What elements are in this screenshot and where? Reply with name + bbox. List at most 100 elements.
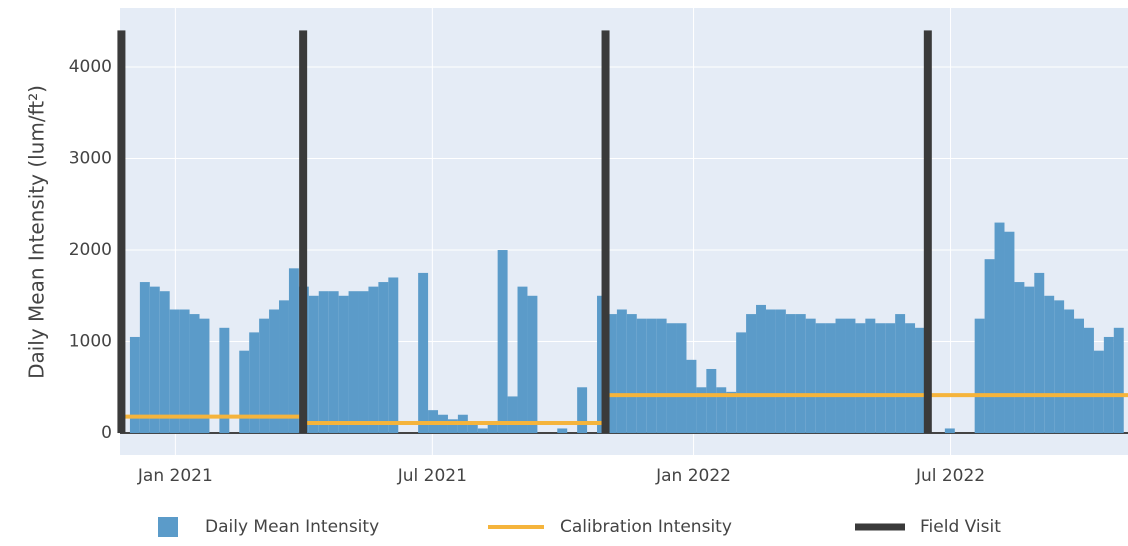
bar	[1034, 272, 1045, 434]
bar	[129, 336, 140, 434]
bar	[855, 323, 866, 434]
bar	[219, 327, 230, 434]
bar	[269, 309, 280, 434]
bar	[1083, 327, 1094, 434]
bar	[626, 314, 637, 434]
bar	[159, 291, 170, 434]
bar	[149, 286, 160, 434]
bar	[497, 250, 508, 434]
bar	[775, 309, 786, 434]
bar	[279, 300, 289, 434]
bar	[318, 291, 329, 434]
bar	[249, 332, 260, 434]
bar	[1054, 300, 1065, 434]
bar	[616, 309, 627, 434]
bar	[199, 318, 210, 434]
bar	[1093, 350, 1104, 434]
bar	[905, 323, 916, 434]
bar	[656, 318, 667, 434]
bar	[646, 318, 657, 434]
bar	[517, 286, 528, 434]
bar	[706, 368, 717, 434]
bar	[716, 387, 727, 434]
bar	[259, 318, 270, 434]
bar	[577, 387, 588, 434]
bar	[1004, 231, 1015, 434]
bar	[557, 428, 568, 434]
bar	[527, 295, 538, 434]
bar	[636, 318, 647, 434]
bar	[915, 327, 925, 434]
bar	[676, 323, 687, 434]
bar	[447, 419, 458, 434]
x-tick-label: Jul 2022	[915, 466, 985, 486]
bar	[1064, 309, 1075, 434]
bar	[1103, 336, 1114, 434]
bar	[189, 314, 200, 434]
bar	[756, 304, 766, 434]
bar	[1074, 318, 1084, 434]
legend-label: Calibration Intensity	[560, 517, 732, 537]
bar	[795, 314, 806, 434]
bar	[1024, 286, 1035, 434]
bar	[815, 323, 826, 434]
bar	[895, 314, 906, 434]
bar	[825, 323, 836, 434]
field-visit	[299, 30, 308, 434]
bar	[865, 318, 876, 434]
bar	[726, 391, 737, 434]
y-tick-label: 1000	[69, 332, 112, 352]
bar	[984, 259, 995, 434]
bar	[805, 318, 816, 434]
bar	[239, 350, 250, 434]
bar	[746, 314, 757, 434]
bar	[1044, 295, 1055, 434]
x-tick-label: Jan 2022	[655, 466, 731, 486]
bar	[338, 295, 349, 434]
bar	[885, 323, 896, 434]
bar	[1014, 282, 1025, 434]
bar	[507, 396, 518, 434]
bar	[835, 318, 846, 434]
bar	[974, 318, 985, 434]
field-visit	[601, 30, 610, 434]
legend-swatch	[158, 517, 178, 537]
bar	[994, 222, 1005, 434]
y-tick-label: 4000	[69, 57, 112, 77]
bar	[378, 282, 389, 434]
x-tick-label: Jan 2021	[137, 466, 213, 486]
bar	[418, 272, 429, 434]
bar	[845, 318, 856, 434]
bar	[368, 286, 379, 434]
x-tick-label: Jul 2021	[397, 466, 467, 486]
bar	[666, 323, 677, 434]
bar	[179, 309, 190, 434]
bar	[785, 314, 796, 434]
bar	[736, 332, 747, 434]
bar	[169, 309, 180, 434]
bar	[477, 428, 488, 434]
bar	[358, 291, 369, 434]
bar	[1113, 327, 1124, 434]
bar	[467, 423, 478, 434]
bar	[348, 291, 359, 434]
calibration-line	[120, 393, 1128, 425]
bar	[765, 309, 776, 434]
bar	[944, 428, 955, 434]
bar	[308, 295, 319, 434]
bar	[606, 314, 617, 434]
y-tick-label: 0	[101, 423, 112, 443]
field-visit	[923, 30, 932, 434]
bar	[696, 387, 707, 434]
y-tick-label: 2000	[69, 240, 112, 260]
y-tick-label: 3000	[69, 149, 112, 169]
legend-label: Daily Mean Intensity	[205, 517, 379, 537]
bar	[487, 423, 498, 434]
y-axis-title: Daily Mean Intensity (lum/ft²)	[25, 85, 49, 379]
bar	[288, 268, 299, 434]
bar	[328, 291, 339, 434]
bar	[388, 277, 399, 434]
bar	[875, 323, 886, 434]
legend-label: Field Visit	[920, 517, 1001, 537]
